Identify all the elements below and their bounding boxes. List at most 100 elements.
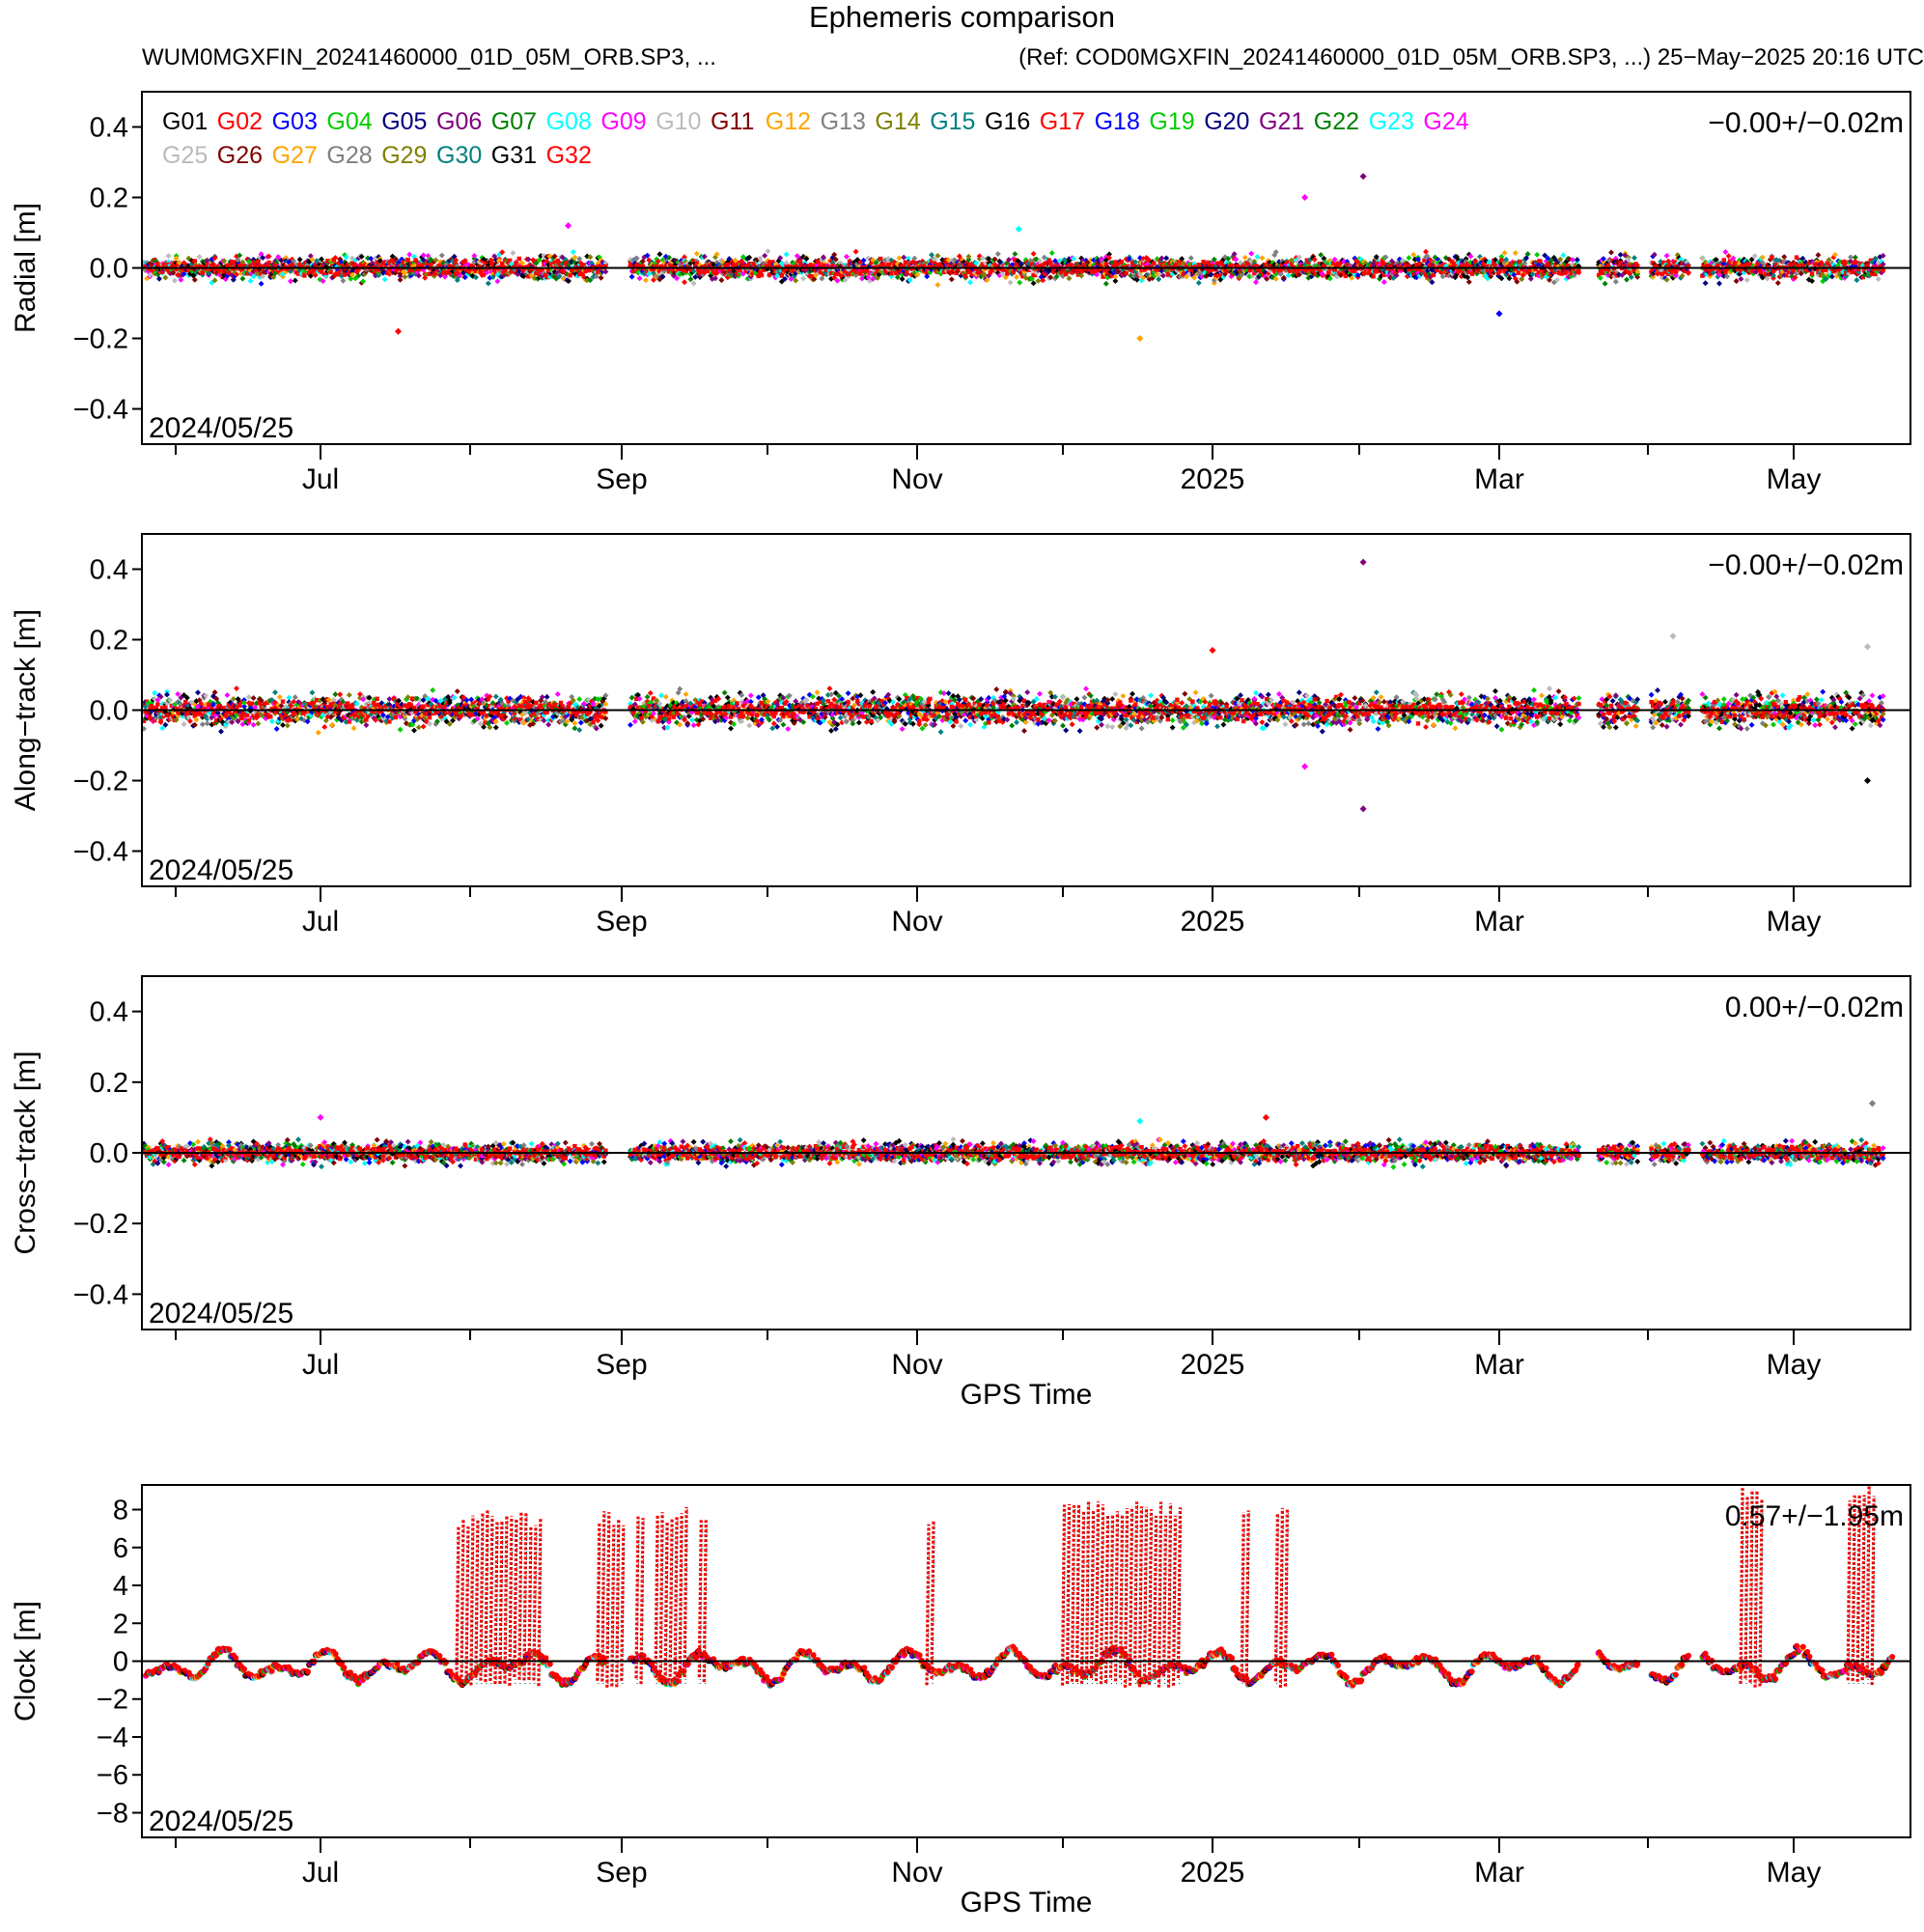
scatter-point	[762, 252, 768, 259]
scatter-point	[905, 270, 909, 275]
scatter-point	[1035, 277, 1042, 284]
stats-label: −0.00+/−0.02m	[1708, 107, 1904, 139]
scatter-point	[1241, 254, 1248, 261]
legend-item: G06	[436, 108, 482, 135]
legend-item: G27	[272, 142, 318, 169]
solution-file-label: WUM0MGXFIN_20241460000_01D_05M_ORB.SP3, …	[142, 44, 716, 70]
scatter-point	[578, 270, 583, 275]
scatter-point	[173, 255, 180, 262]
y-axis-label: Radial [m]	[10, 203, 42, 333]
scatter-point	[320, 278, 326, 285]
scatter-point	[200, 270, 205, 275]
scatter-point	[1030, 250, 1037, 257]
scatter-point	[416, 264, 421, 269]
legend-item: G31	[491, 142, 537, 169]
scatter-point	[279, 266, 284, 272]
scatter-point	[572, 254, 578, 261]
scatter-point	[1380, 279, 1387, 286]
scatter-point	[544, 274, 549, 280]
scatter-point	[155, 262, 160, 266]
scatter-point	[165, 253, 172, 260]
scatter-point	[266, 260, 271, 266]
scatter-point	[276, 693, 283, 700]
scatter-point	[181, 721, 187, 728]
scatter-point	[643, 277, 649, 284]
scatter-point	[341, 264, 346, 268]
scatter-point	[800, 275, 807, 282]
scatter-point	[254, 267, 259, 272]
scatter-point	[484, 269, 490, 276]
scatter-point	[215, 265, 220, 269]
scatter-point	[555, 258, 560, 264]
scatter-point	[271, 269, 276, 274]
scatter-point	[485, 280, 491, 287]
scatter-point	[1371, 274, 1376, 279]
scatter-point	[1163, 255, 1170, 262]
scatter-point	[295, 271, 301, 276]
legend-item: G24	[1423, 108, 1468, 135]
legend-item: G21	[1259, 108, 1304, 135]
scatter-point	[262, 267, 266, 272]
scatter-point	[247, 277, 254, 284]
scatter-point	[158, 718, 163, 723]
scatter-point	[280, 699, 286, 704]
scatter-point	[1560, 252, 1567, 259]
scatter-point	[300, 264, 305, 269]
scatter-point	[172, 265, 178, 269]
scatter-point	[878, 256, 883, 262]
scatter-point	[387, 261, 392, 266]
scatter-point	[526, 274, 531, 279]
y-tick-label: 0.2	[90, 183, 128, 214]
outlier-point	[1015, 225, 1022, 233]
scatter-point	[581, 263, 587, 267]
scatter-point	[315, 729, 321, 736]
scatter-point	[454, 271, 459, 276]
scatter-point	[557, 261, 562, 266]
scatter-point	[514, 261, 518, 266]
scatter-point	[453, 257, 460, 264]
scatter-point	[314, 258, 321, 265]
scatter-point	[195, 689, 201, 696]
x-tick-label: 2025	[1181, 463, 1245, 495]
scatter-point	[471, 252, 478, 259]
scatter-point	[467, 269, 472, 274]
scatter-point	[225, 264, 230, 268]
scatter-point	[181, 270, 187, 277]
scatter-point	[368, 255, 375, 262]
scatter-point	[1406, 255, 1412, 262]
scatter-point	[1875, 276, 1882, 283]
scatter-point	[1848, 254, 1854, 261]
scatter-point	[265, 253, 272, 260]
x-tick-label: Nov	[891, 463, 942, 495]
scatter-point	[1124, 270, 1129, 275]
scatter-point	[1815, 252, 1822, 259]
data-points	[142, 173, 1886, 343]
scatter-point	[965, 253, 972, 260]
scatter-point	[292, 277, 298, 284]
y-tick-label: −0.2	[73, 324, 128, 355]
scatter-point	[406, 251, 413, 258]
scatter-point	[316, 264, 321, 269]
x-tick-label: Jul	[302, 463, 339, 495]
scatter-point	[246, 266, 251, 272]
scatter-point	[353, 263, 358, 268]
scatter-point	[340, 277, 347, 284]
scatter-point	[337, 691, 344, 698]
scatter-point	[338, 259, 345, 266]
scatter-point	[329, 721, 336, 728]
scatter-point	[315, 266, 320, 272]
scatter-point	[924, 273, 931, 280]
legend: G01 G02 G03 G04 G05 G06 G07 G08 G09 G10 G11 G12 G13 G…	[162, 108, 1469, 169]
legend-item: G22	[1314, 108, 1359, 135]
legend-item: G25	[162, 142, 208, 169]
scatter-point	[537, 272, 542, 277]
y-tick-label: 0.4	[90, 113, 128, 144]
scatter-point	[1534, 251, 1541, 258]
scatter-point	[323, 270, 328, 276]
scatter-point	[1423, 248, 1429, 255]
scatter-point	[525, 256, 532, 263]
scatter-point	[228, 263, 233, 267]
scatter-point	[765, 248, 771, 255]
scatter-point	[563, 261, 568, 266]
scatter-point	[241, 264, 247, 268]
